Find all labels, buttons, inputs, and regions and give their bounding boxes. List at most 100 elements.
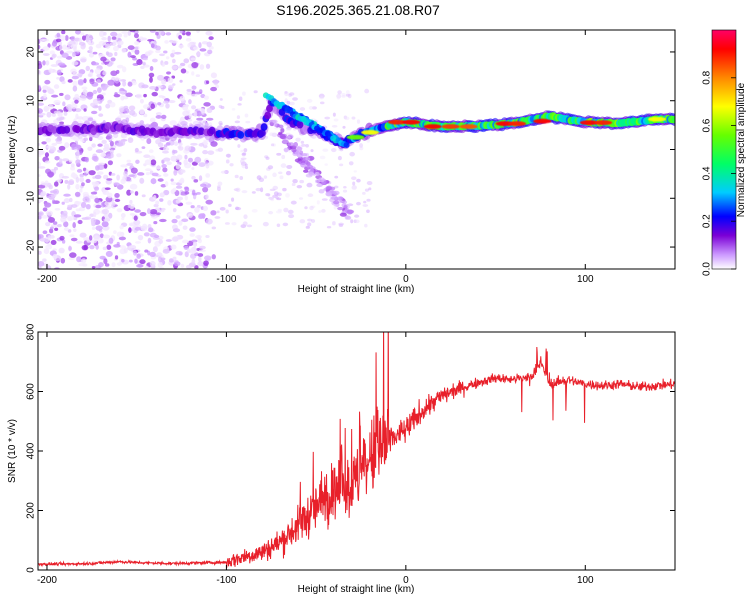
spectrogram-noise-speckle bbox=[299, 150, 304, 155]
spectrogram-noise-speckle bbox=[211, 254, 216, 260]
spectrogram-noise-speckle bbox=[107, 35, 111, 42]
spectrogram-noise-speckle bbox=[87, 146, 93, 151]
spectrogram-noise-speckle bbox=[70, 68, 77, 74]
spectrogram-noise-speckle bbox=[40, 38, 45, 42]
spectrogram-noise-speckle bbox=[85, 204, 91, 210]
spectrogram-noise-speckle bbox=[219, 206, 226, 211]
spectrogram-noise-speckle bbox=[76, 168, 83, 173]
spectrogram-noise-speckle bbox=[38, 142, 41, 147]
spectrogram-noise-speckle bbox=[198, 143, 205, 147]
spectrogram-noise-speckle bbox=[240, 159, 245, 164]
spectrogram-noise-speckle bbox=[139, 98, 144, 104]
spectrogram-noise-speckle bbox=[106, 244, 112, 250]
spectrogram-noise-speckle bbox=[149, 117, 156, 123]
spectrogram-ridge-peak bbox=[423, 124, 442, 129]
spectrogram-noise-speckle bbox=[333, 118, 339, 122]
spectrogram-ridge-peak bbox=[387, 119, 406, 125]
spectrogram-x-tick-label: 100 bbox=[577, 274, 594, 285]
spectrogram-noise-speckle bbox=[84, 216, 92, 220]
spectrogram-ridge-body bbox=[208, 126, 216, 135]
spectrogram-noise-speckle bbox=[73, 228, 77, 233]
spectrogram-noise-speckle bbox=[343, 185, 347, 189]
colorbar-label: Normalized spectral amplitude bbox=[736, 82, 747, 217]
spectrogram-noise-speckle bbox=[67, 183, 71, 190]
spectrogram-noise-speckle bbox=[128, 105, 136, 111]
spectrogram-noise-speckle bbox=[152, 246, 158, 253]
colorbar-ticks: 0.0 0.2 0.4 0.6 0.8 bbox=[702, 70, 736, 276]
spectrogram-noise-speckle bbox=[144, 249, 149, 253]
spectrogram-noise-speckle bbox=[67, 180, 75, 185]
spectrogram-noise-speckle bbox=[134, 191, 139, 196]
spectrogram-noise-speckle bbox=[70, 163, 75, 168]
spectrogram-noise-speckle bbox=[175, 250, 183, 256]
spectrogram-noise-speckle bbox=[92, 62, 100, 66]
spectrogram-noise-speckle bbox=[185, 264, 192, 269]
spectrogram-noise-speckle bbox=[303, 169, 309, 173]
spectrogram-noise-speckle bbox=[69, 252, 77, 258]
spectrogram-noise-speckle bbox=[268, 196, 274, 200]
spectrogram-noise-speckle bbox=[139, 212, 147, 217]
spectrogram-noise-speckle bbox=[210, 141, 218, 147]
spectrogram-noise-speckle bbox=[116, 64, 124, 69]
spectrogram-noise-speckle bbox=[151, 91, 158, 97]
spectrogram-noise-speckle bbox=[67, 79, 73, 83]
spectrogram-noise-speckle bbox=[121, 258, 125, 263]
spectrogram-noise-speckle bbox=[85, 36, 90, 43]
spectrogram-noise-speckle bbox=[56, 32, 61, 38]
spectrogram-noise-speckle bbox=[359, 146, 364, 151]
spectrogram-noise-speckle bbox=[47, 216, 56, 223]
spectrogram-noise-speckle bbox=[347, 203, 354, 207]
spectrogram-noise-speckle bbox=[344, 116, 350, 121]
spectrogram-noise-speckle bbox=[363, 200, 367, 204]
spectrogram-noise-speckle bbox=[289, 101, 295, 106]
spectrogram-noise-speckle bbox=[224, 222, 230, 225]
spectrogram-noise-speckle bbox=[67, 217, 73, 222]
spectrogram-noise-speckle bbox=[149, 251, 156, 258]
spectrogram-noise-speckle bbox=[104, 263, 110, 267]
spectrogram-noise-speckle bbox=[38, 38, 41, 45]
spectrogram-noise-speckle bbox=[45, 168, 52, 175]
spectrogram-noise-speckle bbox=[337, 155, 342, 161]
spectrogram-noise-speckle bbox=[63, 227, 69, 231]
spectrogram-noise-speckle bbox=[337, 196, 344, 201]
spectrogram-noise-speckle bbox=[237, 144, 241, 148]
spectrogram-noise-speckle bbox=[109, 41, 117, 46]
spectrogram-noise-speckle bbox=[351, 185, 357, 190]
spectrogram-noise-speckle bbox=[316, 200, 320, 205]
spectrogram-noise-speckle bbox=[142, 104, 150, 110]
spectrogram-noise-speckle bbox=[114, 76, 119, 81]
spectrogram-noise-speckle bbox=[81, 182, 85, 187]
spectrogram-noise-speckle bbox=[143, 154, 151, 158]
spectrogram-noise-speckle bbox=[244, 163, 248, 167]
spectrogram-noise-speckle bbox=[102, 189, 110, 196]
spectrogram-noise-speckle bbox=[103, 31, 107, 36]
spectrogram-noise-speckle bbox=[134, 209, 141, 213]
spectrogram-noise-speckle bbox=[244, 113, 249, 118]
spectrogram-noise-speckle bbox=[273, 122, 278, 127]
snr-y-axis: 0 200 400 600 800 bbox=[26, 323, 675, 573]
spectrogram-noise-speckle bbox=[83, 78, 87, 84]
spectrogram-noise-speckle bbox=[114, 51, 118, 57]
spectrogram-noise-speckle bbox=[351, 116, 356, 120]
spectrogram-noise-speckle bbox=[246, 224, 253, 228]
spectrogram-noise-speckle bbox=[120, 95, 125, 101]
spectrogram-noise-speckle bbox=[71, 51, 76, 58]
spectrogram-noise-speckle bbox=[117, 115, 125, 119]
spectrogram-noise-speckle bbox=[178, 35, 182, 40]
spectrogram-noise-speckle bbox=[128, 174, 135, 178]
spectrogram-noise-speckle bbox=[164, 40, 169, 44]
spectrogram-noise-speckle bbox=[181, 239, 189, 244]
spectrogram-noise-speckle bbox=[101, 37, 107, 41]
colorbar-tick-label: 0.4 bbox=[702, 166, 713, 180]
spectrogram-noise-speckle bbox=[53, 181, 59, 187]
spectrogram-noise-speckle bbox=[175, 199, 182, 204]
spectrogram-noise-speckle bbox=[63, 221, 69, 228]
spectrogram-noise-speckle bbox=[341, 95, 346, 98]
spectrogram-noise-speckle bbox=[162, 167, 168, 173]
spectrogram-noise-speckle bbox=[126, 159, 132, 163]
spectrogram-noise-speckle bbox=[75, 159, 81, 165]
spectrogram-noise-speckle bbox=[97, 143, 103, 147]
spectrogram-ridge-body bbox=[104, 122, 112, 130]
spectrogram-noise-speckle bbox=[190, 142, 198, 146]
spectrogram-ridge-body bbox=[237, 131, 245, 139]
